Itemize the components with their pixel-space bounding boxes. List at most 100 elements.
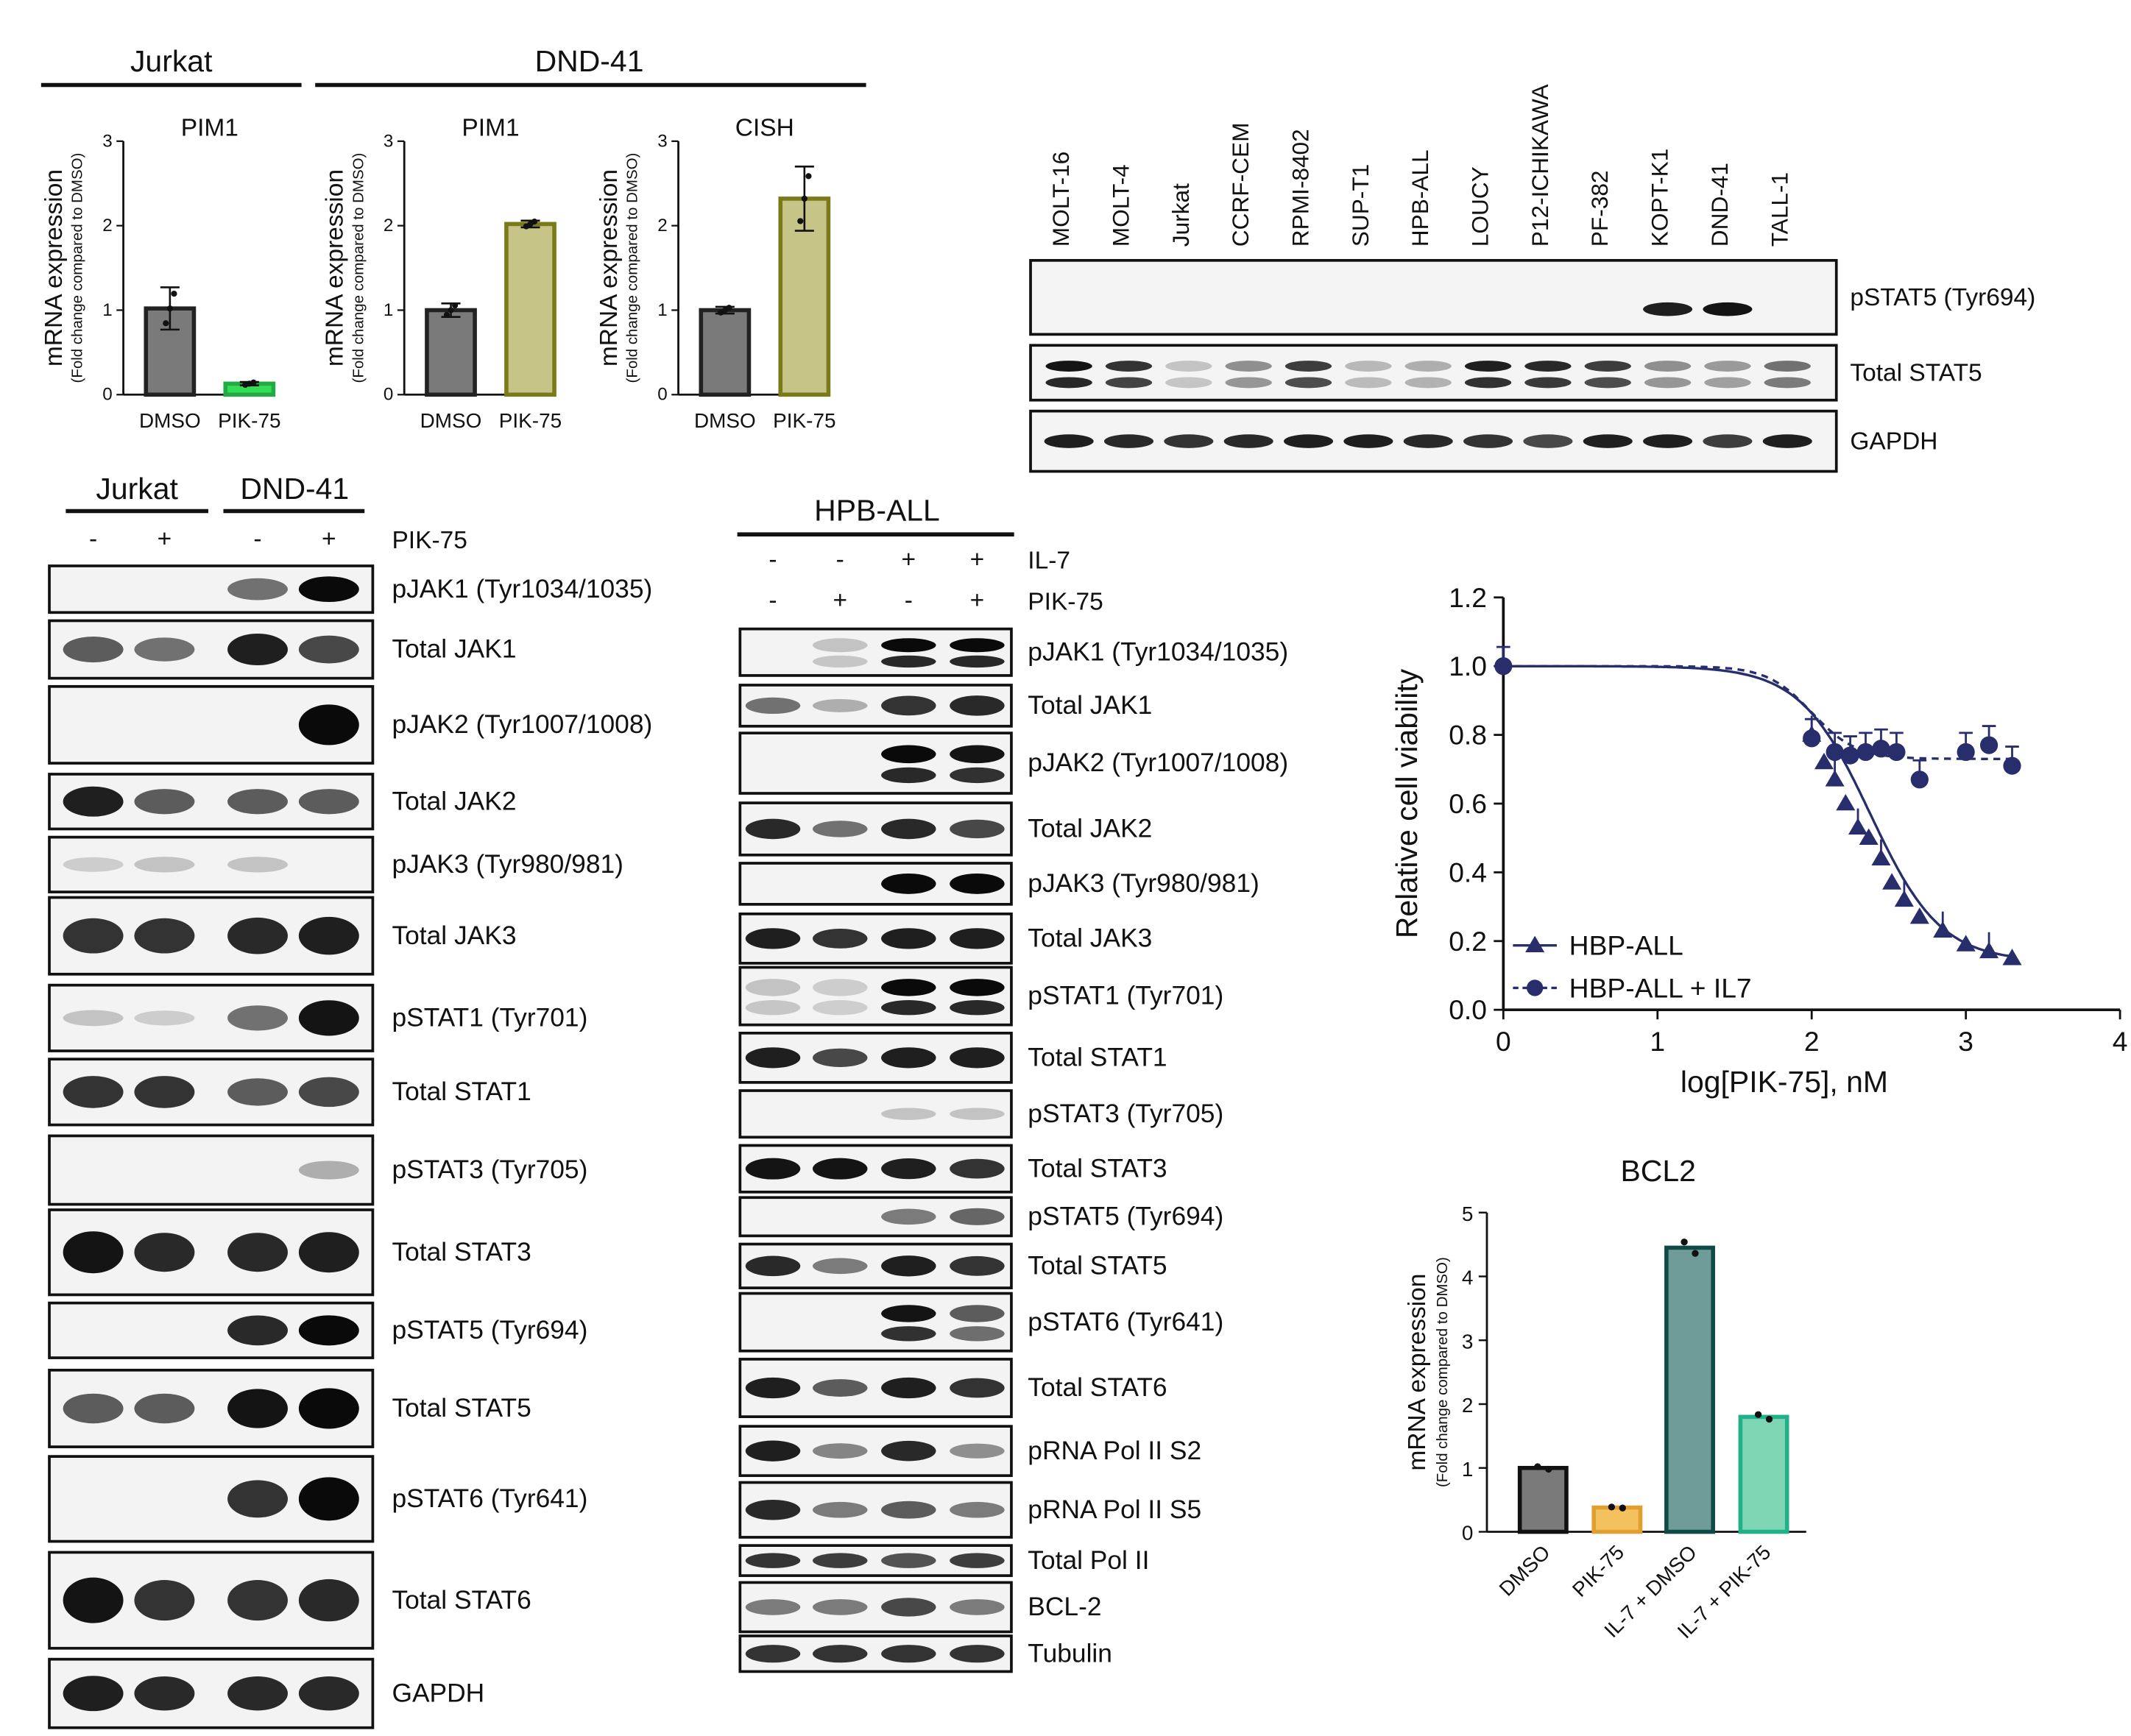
pik-sign: - — [905, 587, 913, 614]
blot-band — [227, 1580, 288, 1621]
blot-row-label: Total STAT5 — [392, 1394, 531, 1423]
y-tick-label: 1 — [657, 300, 667, 320]
legend-label: HBP-ALL + IL7 — [1569, 972, 1752, 1003]
blot-band — [813, 1000, 868, 1016]
blot-band — [63, 786, 124, 817]
blot-band — [950, 873, 1005, 894]
chart-title: PIM1 — [462, 114, 519, 141]
replicate-dot — [797, 218, 804, 224]
blot-band — [1523, 434, 1573, 448]
blot-band — [227, 857, 288, 873]
replicate-dot — [1692, 1250, 1699, 1257]
blot-band — [298, 1077, 359, 1108]
blot-band — [1045, 377, 1092, 389]
replicate-dot — [452, 302, 459, 309]
blot-band — [134, 1676, 195, 1711]
chart-title: CISH — [735, 114, 794, 141]
y-tick-label: 5 — [1462, 1202, 1474, 1225]
pik-sign: + — [833, 587, 847, 614]
x-tick-label: 2 — [1804, 1026, 1820, 1057]
blot-row-label: pSTAT1 (Tyr701) — [1028, 982, 1223, 1010]
treatment-sign: + — [322, 525, 336, 553]
blot-membrane — [738, 1292, 1013, 1353]
blot-band — [813, 1379, 868, 1397]
lane-label: CCRF-CEM — [1227, 123, 1254, 247]
blot-band — [813, 1501, 868, 1518]
blot-band — [950, 1645, 1005, 1663]
bar-chart-dnd41-pim1: PIM1 0 1 2 3 mRNA expression (Fold change comp… — [321, 114, 562, 432]
bar-chart-jurkat-pim1: PIM1 0 1 2 3 mRNA expression (Fold change comp… — [40, 114, 281, 432]
blot-band — [1643, 434, 1693, 448]
blot-band — [881, 1377, 936, 1399]
blot-band — [950, 767, 1005, 784]
blot-band — [881, 1440, 936, 1462]
blot-membrane — [1029, 344, 1838, 402]
y-tick-label: 1.0 — [1449, 651, 1487, 681]
y-axis-sublabel: (Fold change compared to DMSO) — [350, 153, 367, 383]
blot-row-label: Total Pol II — [1028, 1546, 1149, 1575]
blot-band — [1103, 434, 1154, 448]
blot-row-label: pSTAT5 (Tyr694) — [392, 1316, 587, 1344]
blot-band — [881, 1645, 936, 1663]
triangle-point — [2002, 949, 2022, 966]
x-tick-label: PIK-75 — [218, 409, 280, 432]
blot-band — [227, 634, 288, 666]
pik-label: PIK-75 — [1028, 589, 1103, 616]
legend-label: HBP-ALL — [1569, 930, 1683, 961]
blot-band — [298, 576, 359, 603]
y-axis-sublabel: (Fold change compared to DMSO) — [1434, 1257, 1451, 1487]
blot-row-label: Total JAK2 — [392, 787, 516, 815]
blot-band — [881, 1305, 936, 1322]
y-tick-label: 2 — [384, 216, 393, 235]
replicate-dot — [171, 290, 177, 297]
blot-band — [298, 1161, 359, 1180]
replicate-dot — [531, 219, 538, 225]
blot-row-label: BCL-2 — [1028, 1592, 1101, 1621]
blot-row-label: pRNA Pol II S5 — [1028, 1495, 1201, 1524]
blot-band — [881, 655, 936, 668]
blot-row-label: Tubulin — [1028, 1639, 1112, 1668]
blot-row-label: pSTAT5 (Tyr694) — [1850, 284, 2035, 311]
blot-band — [1343, 434, 1393, 448]
blot-row-label: pJAK2 (Tyr1007/1008) — [1028, 748, 1288, 777]
y-tick-label: 1 — [102, 300, 112, 320]
blot-band — [745, 1599, 801, 1615]
y-tick-label: 0.2 — [1449, 926, 1487, 957]
blot-band — [1284, 361, 1332, 372]
group-title-dnd41: DND-41 — [535, 44, 644, 78]
blot-row-label: pJAK1 (Tyr1034/1035) — [1028, 637, 1288, 666]
blot-band — [298, 789, 359, 815]
blot-row-label: pSTAT3 (Tyr705) — [392, 1155, 587, 1184]
blot-row-label: Total STAT5 — [1850, 360, 1982, 387]
y-tick-label: 3 — [657, 131, 667, 151]
blot-row-label: Total JAK2 — [1028, 815, 1152, 843]
blot-row-label: Total STAT1 — [1028, 1044, 1167, 1072]
blot-band — [950, 1208, 1005, 1225]
replicate-dot — [805, 173, 812, 180]
blot-band — [950, 655, 1005, 668]
blot-band — [1403, 434, 1453, 448]
triangle-point — [1882, 873, 1902, 890]
blot-band — [1404, 361, 1452, 372]
blot-row-label: Total JAK1 — [1028, 691, 1152, 720]
y-tick-label: 0.4 — [1449, 857, 1487, 888]
dose-response-chart: 0.0 0.2 0.4 0.6 0.8 1.0 1.2 0 1 2 3 4 log[PIK-75], n… — [1390, 582, 2127, 1099]
y-tick-label: 2 — [1462, 1394, 1474, 1417]
blot-band — [1225, 377, 1272, 389]
lane-label: HPB-ALL — [1407, 149, 1433, 247]
lane-label: LOUCY — [1467, 166, 1494, 247]
blot-band — [1644, 377, 1692, 389]
replicate-dot — [1545, 1465, 1552, 1473]
blot-band — [813, 1048, 868, 1068]
blot-band — [813, 1258, 868, 1275]
blot-band — [745, 1499, 801, 1520]
il7-label: IL-7 — [1028, 548, 1070, 575]
il7-sign: + — [902, 546, 916, 573]
blot-band — [745, 979, 801, 996]
blot-row-label: Total STAT5 — [1028, 1252, 1167, 1280]
cell-line-western-blot: MOLT-16 MOLT-4 Jurkat CCRF-CEM RPMI-8402 SUP-… — [1029, 83, 2035, 473]
blot-band — [881, 695, 936, 716]
blot-band — [950, 1108, 1005, 1120]
y-tick-label: 0 — [1462, 1522, 1474, 1545]
blot-band — [1643, 302, 1693, 316]
